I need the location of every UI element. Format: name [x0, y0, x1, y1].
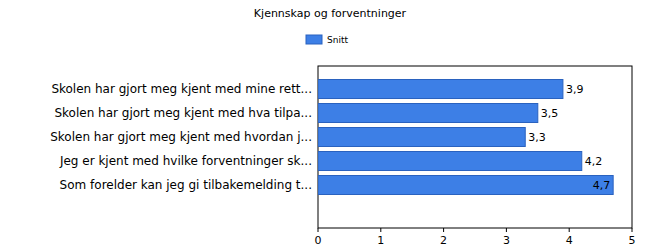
data-label: 4,2 — [585, 155, 603, 168]
bar — [318, 128, 525, 147]
category-label: Skolen har gjort meg kjent med hvordan j… — [50, 130, 312, 144]
plot-frame — [318, 66, 632, 228]
tick-label: 5 — [629, 234, 636, 245]
tick-label: 3 — [503, 234, 510, 245]
bar — [318, 152, 582, 171]
chart-title: Kjennskap og forventninger — [254, 7, 407, 20]
legend-swatch — [306, 35, 322, 44]
data-label: 3,9 — [566, 83, 584, 96]
category-label: Skolen har gjort meg kjent med mine rett… — [51, 82, 312, 96]
tick-mark — [569, 228, 570, 232]
category-label: Skolen har gjort meg kjent med hva tilpa… — [54, 106, 312, 120]
category-label: Som forelder kan jeg gi tilbakemelding t… — [60, 178, 312, 192]
tick-mark — [318, 228, 319, 232]
bar — [318, 176, 613, 195]
category-label: Jeg er kjent med hvilke forventninger sk… — [59, 154, 312, 168]
data-label: 3,3 — [528, 131, 546, 144]
bars — [318, 80, 613, 195]
tick-mark — [506, 228, 507, 232]
legend-label: Snitt — [327, 35, 348, 45]
tick-mark — [443, 228, 444, 232]
tick-label: 4 — [566, 234, 573, 245]
tick-label: 0 — [315, 234, 322, 245]
tick-label: 2 — [440, 234, 447, 245]
tick-label: 1 — [377, 234, 384, 245]
bar — [318, 80, 563, 99]
tick-mark — [632, 228, 633, 232]
data-label: 3,5 — [541, 107, 559, 120]
bar — [318, 104, 538, 123]
tick-mark — [380, 228, 381, 232]
data-label: 4,7 — [593, 179, 611, 192]
